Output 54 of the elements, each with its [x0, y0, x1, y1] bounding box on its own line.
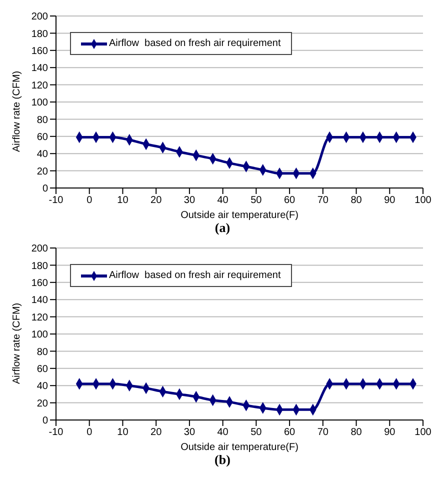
text: (b): [214, 452, 232, 469]
y-tick-label: 140: [31, 63, 48, 74]
y-tick-label: 40: [36, 149, 48, 160]
y-tick-label: 100: [31, 98, 48, 109]
x-tick-label: 60: [284, 195, 296, 206]
x-tick-label: 20: [150, 427, 162, 438]
x-tick-label: 80: [350, 427, 362, 438]
y-tick-label: 100: [31, 330, 48, 341]
x-tick-label: 80: [350, 195, 362, 206]
x-tick-label: 90: [384, 195, 396, 206]
legend-label: Airflow based on fresh air requirement: [109, 270, 281, 281]
y-tick-label: 0: [42, 184, 48, 195]
x-tick-label: 100: [414, 195, 432, 206]
x-axis-title: Outside air temperature(F): [180, 442, 298, 453]
x-axis-title: Outside air temperature(F): [180, 210, 298, 221]
y-tick-label: 40: [36, 381, 48, 392]
y-tick-label: 0: [42, 416, 48, 427]
y-tick-label: 160: [31, 278, 48, 289]
legend-label: Airflow based on fresh air requirement: [109, 38, 281, 49]
text: (a): [214, 220, 232, 237]
y-tick-label: 180: [31, 260, 48, 272]
y-tick-label: 60: [36, 132, 48, 143]
x-tick-label: 60: [284, 427, 296, 438]
x-tick-label: 30: [184, 427, 196, 438]
x-tick-label: 40: [217, 427, 229, 438]
y-tick-label: 60: [36, 364, 48, 375]
y-axis-title: Airflow rate (CFM): [12, 70, 23, 152]
x-tick-label: 10: [117, 195, 129, 206]
x-tick-label: 50: [250, 195, 262, 206]
x-tick-label: 70: [317, 427, 329, 438]
y-tick-label: 140: [31, 295, 48, 306]
x-tick-label: 20: [150, 195, 162, 206]
x-tick-label: 70: [317, 195, 329, 206]
x-tick-label: 100: [414, 427, 432, 438]
x-tick-label: 30: [184, 195, 196, 206]
x-tick-label: 10: [117, 427, 129, 438]
y-tick-label: 20: [36, 166, 48, 178]
y-tick-label: 80: [36, 346, 48, 358]
x-tick-label: 0: [86, 427, 93, 438]
y-axis-title: Airflow rate (CFM): [12, 302, 23, 384]
y-tick-label: 180: [31, 28, 48, 40]
y-tick-label: 200: [31, 12, 48, 23]
y-tick-label: 200: [31, 244, 48, 255]
y-tick-label: 120: [31, 80, 48, 92]
y-tick-label: 120: [31, 312, 48, 324]
y-tick-label: 80: [36, 114, 48, 126]
x-tick-label: -10: [48, 427, 64, 438]
x-tick-label: 50: [250, 427, 262, 438]
x-tick-label: 90: [384, 427, 396, 438]
x-tick-label: 40: [217, 195, 229, 206]
y-tick-label: 160: [31, 46, 48, 57]
x-tick-label: -10: [48, 195, 64, 206]
y-tick-label: 20: [36, 398, 48, 410]
x-tick-label: 0: [86, 195, 93, 206]
